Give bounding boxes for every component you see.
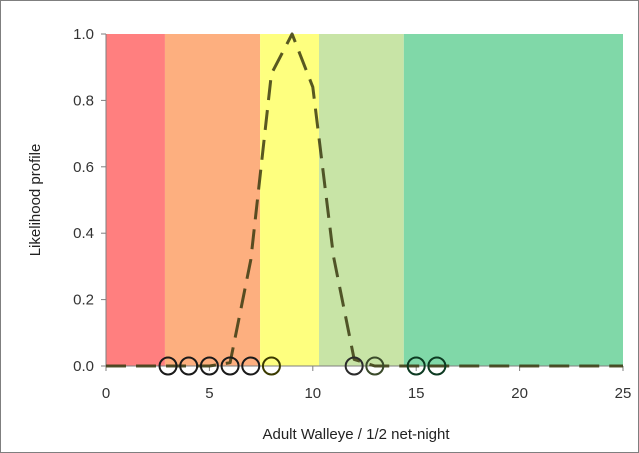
observation-point [179, 356, 199, 376]
band-1 [106, 34, 165, 366]
y-axis-label: Likelihood profile [27, 144, 44, 257]
y-tick-labels: 0.0 0.2 0.4 0.6 0.8 1.0 [73, 26, 94, 375]
observation-point [220, 356, 240, 376]
band-4 [319, 34, 404, 366]
x-tick-label: 25 [615, 385, 632, 402]
observation-point [261, 356, 281, 376]
y-tick-label: 0.8 [73, 92, 94, 109]
y-tick-label: 1.0 [73, 26, 94, 43]
observation-point [365, 356, 385, 376]
observations [158, 356, 447, 376]
observation-point [241, 356, 261, 376]
x-tick-label: 15 [408, 385, 425, 402]
x-tick-label: 0 [102, 385, 110, 402]
likelihood-curve [106, 32, 623, 368]
observation-point [406, 356, 426, 376]
observation-point [158, 356, 178, 376]
x-tick-label: 20 [511, 385, 528, 402]
band-2 [164, 34, 261, 366]
observation-point [344, 356, 364, 376]
x-tick-labels: 0 5 10 15 20 25 [102, 385, 632, 402]
x-tick-label: 10 [304, 385, 321, 402]
y-tick-label: 0.0 [73, 358, 94, 375]
y-tick-label: 0.4 [73, 225, 94, 242]
y-tick-label: 0.2 [73, 292, 94, 309]
band-5 [403, 34, 623, 366]
x-tick-label: 5 [205, 385, 213, 402]
x-axis-label: Adult Walleye / 1/2 net-night [262, 426, 450, 443]
color-bands [106, 34, 623, 366]
observation-point [199, 356, 219, 376]
y-tick-label: 0.6 [73, 159, 94, 176]
observation-point [427, 356, 447, 376]
series [106, 32, 623, 368]
